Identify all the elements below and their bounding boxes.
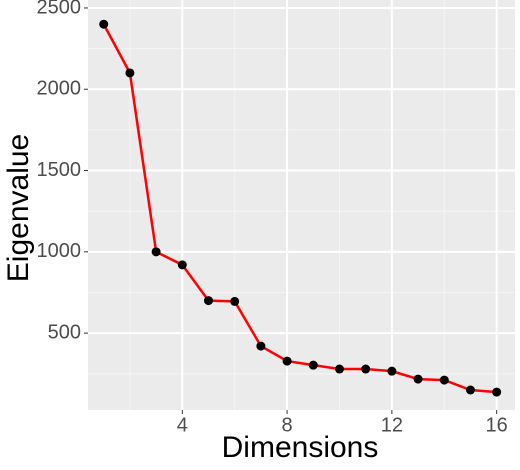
point <box>413 374 423 384</box>
point <box>230 296 240 306</box>
point <box>99 19 109 29</box>
y-tick-label: 2000 <box>37 78 82 100</box>
point <box>204 296 214 306</box>
point <box>177 260 187 270</box>
line <box>102 23 497 394</box>
y-tick-label: 500 <box>48 321 81 343</box>
point <box>151 247 161 257</box>
point <box>256 341 266 351</box>
x-tick-label: 8 <box>282 414 293 436</box>
y-tick-label: 1000 <box>37 240 82 262</box>
y-tick-label: 1500 <box>37 159 82 181</box>
point <box>125 68 135 78</box>
panel <box>88 0 515 410</box>
point <box>387 366 397 376</box>
x-tick-label: 12 <box>381 414 403 436</box>
point <box>492 387 502 397</box>
point <box>439 375 449 385</box>
x-tick-label: 16 <box>486 414 508 436</box>
point <box>465 385 475 395</box>
point <box>282 356 292 366</box>
y-tick-label: 2500 <box>37 0 82 18</box>
y-axis-title: Eigenvalue <box>2 134 35 282</box>
point <box>361 364 371 374</box>
x-axis-title: Dimensions <box>222 431 379 464</box>
x-tick-label: 4 <box>177 414 188 436</box>
point <box>334 364 344 374</box>
point <box>308 360 318 370</box>
